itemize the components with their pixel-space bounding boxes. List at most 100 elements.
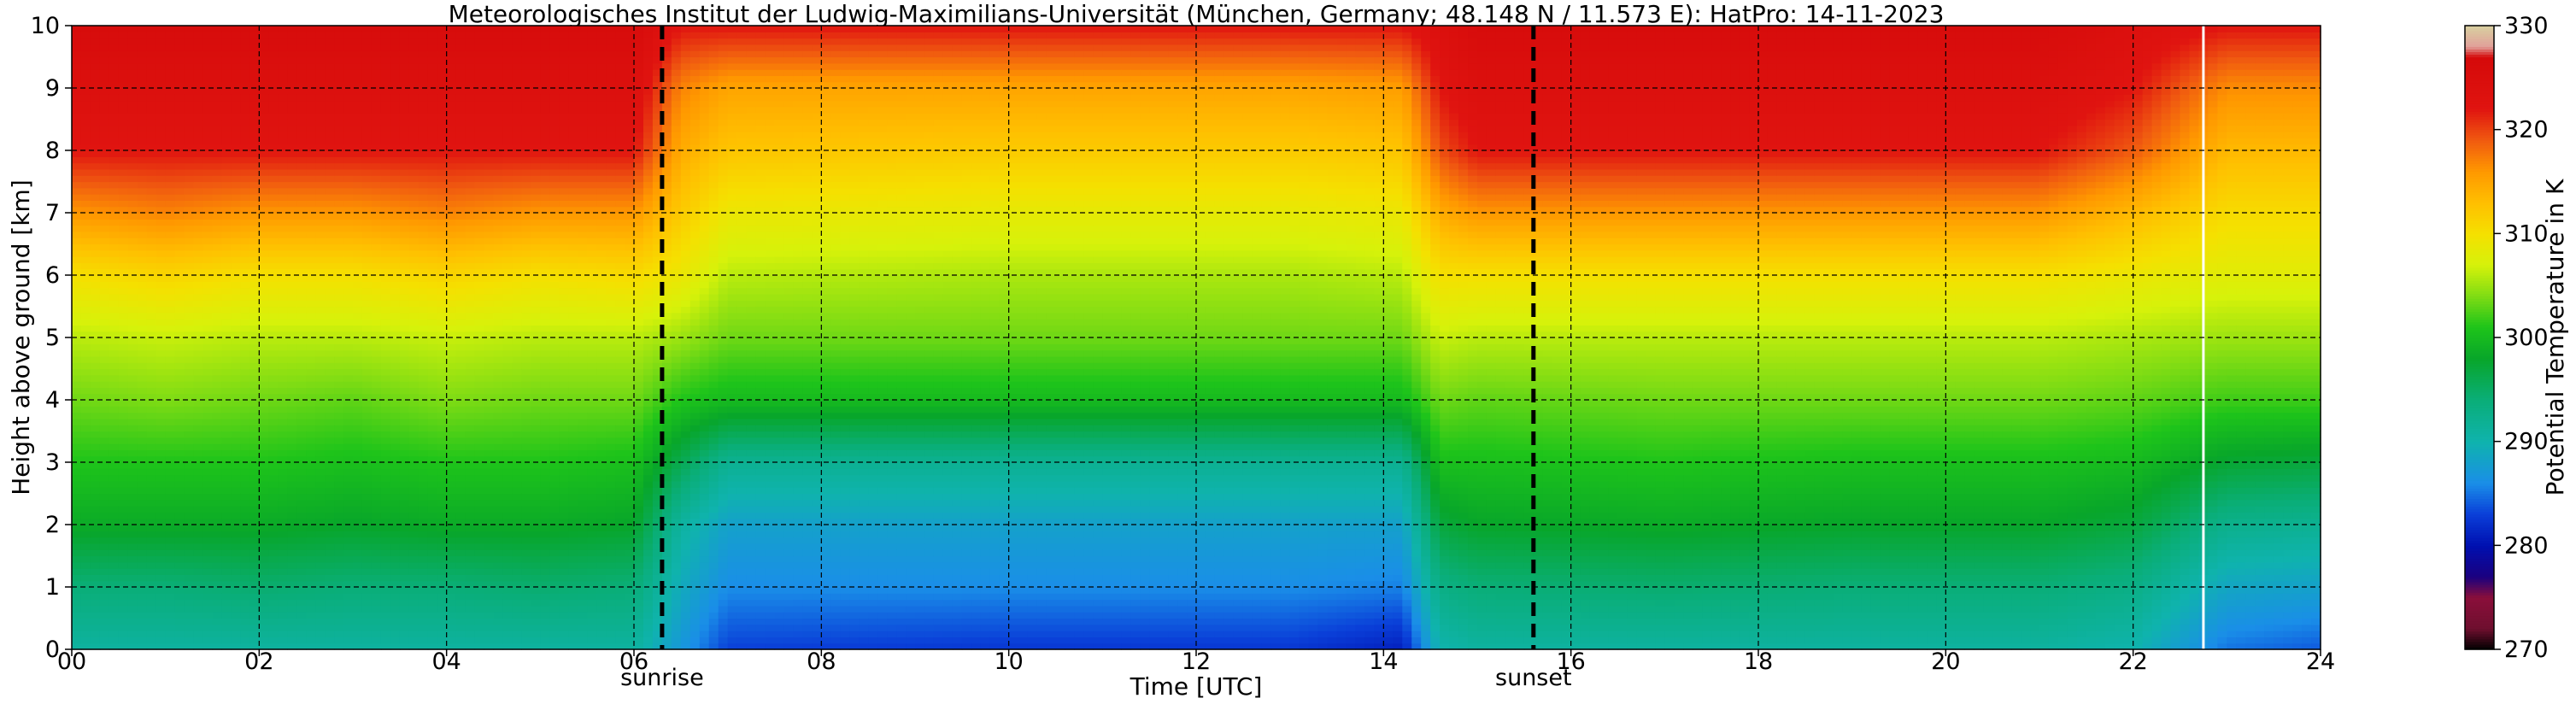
heatmap-cell — [80, 518, 91, 525]
heatmap-cell — [221, 493, 232, 501]
heatmap-cell — [146, 381, 157, 388]
heatmap-cell — [446, 119, 457, 126]
heatmap-cell — [353, 605, 363, 613]
heatmap-cell — [399, 381, 410, 388]
heatmap-cell — [155, 50, 167, 58]
heatmap-cell — [221, 368, 232, 376]
heatmap-cell — [231, 168, 241, 176]
heatmap-cell — [343, 462, 354, 469]
heatmap-cell — [202, 162, 214, 170]
heatmap-cell — [268, 599, 279, 607]
heatmap-cell — [306, 443, 316, 450]
heatmap-cell — [531, 462, 541, 469]
heatmap-cell — [99, 138, 110, 145]
heatmap-cell — [361, 69, 373, 76]
heatmap-cell — [418, 368, 429, 376]
heatmap-cell — [474, 561, 485, 569]
heatmap-cell — [249, 480, 260, 488]
heatmap-cell — [315, 100, 326, 108]
heatmap-cell — [521, 381, 531, 388]
heatmap-cell — [146, 194, 157, 201]
heatmap-cell — [474, 612, 485, 619]
heatmap-cell — [118, 587, 129, 594]
heatmap-cell — [137, 249, 148, 257]
heatmap-cell — [371, 637, 382, 644]
heatmap-cell — [72, 400, 82, 407]
heatmap-cell — [118, 62, 129, 70]
heatmap-cell — [165, 138, 176, 145]
heatmap-cell — [296, 437, 307, 444]
heatmap-cell — [408, 168, 420, 176]
heatmap-cell — [484, 537, 495, 544]
heatmap-cell — [221, 50, 232, 58]
heatmap-cell — [390, 455, 401, 463]
heatmap-cell — [306, 150, 316, 157]
heatmap-cell — [315, 480, 326, 488]
heatmap-cell — [390, 243, 401, 251]
heatmap-cell — [502, 349, 513, 357]
heatmap-cell — [155, 462, 167, 469]
heatmap-cell — [353, 44, 363, 51]
heatmap-cell — [437, 150, 448, 157]
heatmap-cell — [484, 287, 495, 295]
heatmap-cell — [334, 355, 344, 363]
heatmap-cell — [399, 493, 410, 501]
heatmap-cell — [174, 281, 185, 289]
heatmap-cell — [446, 525, 457, 531]
heatmap-cell — [137, 612, 148, 619]
heatmap-cell — [99, 100, 110, 108]
heatmap-cell — [72, 406, 82, 414]
heatmap-cell — [202, 362, 214, 370]
heatmap-cell — [502, 418, 513, 425]
heatmap-cell — [408, 474, 420, 482]
heatmap-cell — [137, 81, 148, 89]
heatmap-cell — [109, 455, 120, 463]
heatmap-cell — [502, 44, 513, 51]
heatmap-cell — [353, 487, 363, 495]
heatmap-cell — [109, 156, 120, 164]
heatmap-cell — [334, 312, 344, 320]
heatmap-cell — [118, 343, 129, 351]
heatmap-cell — [446, 81, 457, 89]
heatmap-cell — [212, 487, 223, 495]
heatmap-cell — [287, 343, 297, 351]
heatmap-cell — [512, 138, 522, 145]
heatmap-cell — [325, 275, 335, 282]
heatmap-cell — [212, 38, 223, 45]
heatmap-cell — [165, 275, 176, 282]
heatmap-cell — [259, 132, 269, 138]
heatmap-cell — [231, 38, 241, 45]
heatmap-cell — [399, 113, 410, 120]
heatmap-cell — [278, 32, 288, 39]
heatmap-cell — [446, 238, 457, 245]
heatmap-cell — [408, 580, 420, 588]
heatmap-cell — [155, 287, 167, 295]
heatmap-cell — [325, 26, 335, 32]
heatmap-cell — [118, 425, 129, 432]
heatmap-cell — [80, 293, 91, 301]
heatmap-cell — [202, 549, 214, 557]
heatmap-cell — [221, 631, 232, 637]
heatmap-cell — [231, 268, 241, 276]
heatmap-cell — [474, 113, 485, 120]
heatmap-cell — [278, 306, 288, 314]
heatmap-cell — [221, 231, 232, 238]
heatmap-cell — [427, 281, 438, 289]
heatmap-cell — [146, 593, 157, 601]
heatmap-cell — [90, 574, 101, 582]
heatmap-cell — [278, 555, 288, 563]
heatmap-cell — [249, 150, 260, 157]
heatmap-cell — [418, 605, 429, 613]
heatmap-cell — [259, 319, 269, 326]
heatmap-cell — [221, 200, 232, 208]
heatmap-cell — [193, 156, 204, 164]
heatmap-cell — [531, 156, 541, 164]
heatmap-cell — [371, 213, 382, 220]
heatmap-cell — [343, 480, 354, 488]
heatmap-cell — [343, 125, 354, 132]
heatmap-cell — [90, 325, 101, 332]
heatmap-cell — [437, 449, 448, 457]
heatmap-cell — [296, 531, 307, 538]
heatmap-cell — [127, 281, 138, 289]
heatmap-cell — [221, 637, 232, 644]
